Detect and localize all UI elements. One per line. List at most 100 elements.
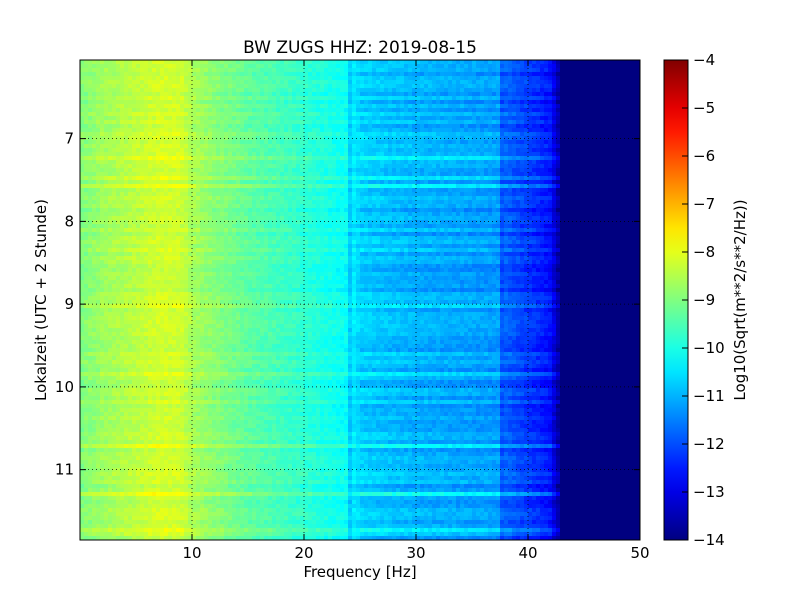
heatmap-cell [172,88,177,93]
heatmap-cell [412,200,417,205]
heatmap-cell [620,172,625,177]
heatmap-cell [228,148,233,153]
heatmap-cell [608,192,613,197]
heatmap-cell [280,152,285,157]
heatmap-cell [380,168,385,173]
heatmap-cell [360,108,365,113]
heatmap-cell [508,120,513,125]
heatmap-cell [388,132,393,137]
heatmap-cell [236,164,241,169]
heatmap-cell [320,96,325,101]
heatmap-cell [540,60,545,65]
heatmap-cell [340,96,345,101]
heatmap-cell [320,120,325,125]
heatmap-cell [244,80,249,85]
heatmap-cell [412,192,417,197]
heatmap-cell [532,104,537,109]
heatmap-cell [608,132,613,137]
heatmap-cell [236,108,241,113]
heatmap-cell [304,84,309,89]
heatmap-cell [284,196,289,201]
heatmap-cell [152,144,157,149]
heatmap-cell [608,104,613,109]
heatmap-cell [456,172,461,177]
heatmap-cell [260,188,265,193]
heatmap-cell [632,168,637,173]
heatmap-cell [388,84,393,89]
heatmap-cell [172,116,177,121]
heatmap-cell [260,156,265,161]
heatmap-cell [208,88,213,93]
heatmap-cell [464,196,469,201]
heatmap-cell [168,124,173,129]
heatmap-cell [436,144,441,149]
heatmap-cell [404,84,409,89]
heatmap-cell [472,160,477,165]
heatmap-cell [520,164,525,169]
heatmap-cell [444,124,449,129]
heatmap-cell [376,188,381,193]
heatmap-cell [380,184,385,189]
heatmap-cell [484,160,489,165]
heatmap-cell [168,100,173,105]
heatmap-cell [364,140,369,145]
heatmap-cell [132,84,137,89]
heatmap-cell [568,60,573,65]
heatmap-cell [80,148,85,153]
heatmap-cell [560,72,565,77]
heatmap-cell [556,152,561,157]
heatmap-cell [144,140,149,145]
heatmap-cell [368,112,373,117]
heatmap-cell [232,120,237,125]
heatmap-cell [608,72,613,77]
heatmap-cell [376,164,381,169]
heatmap-cell [600,76,605,81]
heatmap-cell [404,76,409,81]
heatmap-cell [600,136,605,141]
heatmap-cell [396,192,401,197]
heatmap-cell [428,156,433,161]
heatmap-cell [608,176,613,181]
heatmap-cell [80,88,85,93]
heatmap-cell [572,84,577,89]
heatmap-cell [496,128,501,133]
chart-title: BW ZUGS HHZ: 2019-08-15 [243,38,477,58]
heatmap-cell [596,140,601,145]
heatmap-cell [528,80,533,85]
heatmap-cell [524,164,529,169]
heatmap-cell [100,112,105,117]
heatmap-cell [308,72,313,77]
heatmap-cell [472,168,477,173]
heatmap-cell [340,80,345,85]
heatmap-cell [480,156,485,161]
heatmap-cell [428,196,433,201]
heatmap-cell [516,80,521,85]
heatmap-cell [636,160,640,165]
heatmap-cell [408,188,413,193]
heatmap-cell [212,144,217,149]
heatmap-cell [504,76,509,81]
heatmap-cell [308,84,313,89]
heatmap-cell [108,152,113,157]
heatmap-cell [372,136,377,141]
heatmap-cell [428,192,433,197]
heatmap-cell [144,76,149,81]
heatmap-cell [432,164,437,169]
heatmap-cell [632,96,637,101]
heatmap-cell [548,124,553,129]
heatmap-cell [288,64,293,69]
heatmap-cell [548,132,553,137]
heatmap-cell [492,168,497,173]
heatmap-cell [632,72,637,77]
heatmap-cell [552,140,557,145]
heatmap-cell [280,96,285,101]
heatmap-cell [572,196,577,201]
heatmap-cell [232,116,237,121]
heatmap-cell [260,196,265,201]
heatmap-cell [348,108,353,113]
heatmap-cell [400,96,405,101]
heatmap-cell [412,60,417,65]
heatmap-cell [384,88,389,93]
heatmap-cell [244,160,249,165]
heatmap-cell [552,196,557,201]
